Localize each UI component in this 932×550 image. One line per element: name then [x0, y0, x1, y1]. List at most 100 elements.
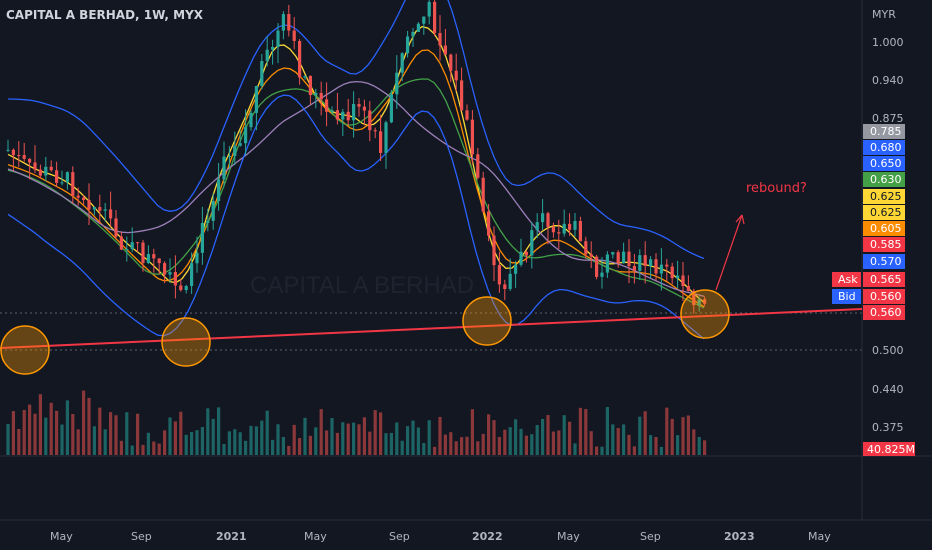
candle-body — [184, 286, 188, 291]
volume-bar — [584, 409, 588, 455]
ma-purple — [7, 80, 705, 297]
price-tag — [863, 124, 905, 139]
candle-body — [200, 223, 204, 253]
volume-bar — [481, 433, 485, 455]
candle-body — [654, 259, 658, 274]
candle-body — [314, 92, 318, 96]
candle-body — [573, 221, 577, 230]
volume-bar — [676, 435, 680, 455]
candle-body — [281, 14, 285, 31]
candle-body — [676, 275, 680, 279]
volume-bar — [49, 402, 53, 455]
candle-body — [60, 182, 64, 184]
volume-bar — [541, 418, 545, 455]
ma-yellow — [7, 25, 705, 303]
candle-body — [605, 254, 609, 273]
candle-body — [568, 223, 572, 230]
candle-body — [411, 31, 415, 37]
candle-body — [233, 145, 237, 157]
x-tick: 2022 — [472, 530, 503, 543]
volume-bar — [568, 421, 572, 455]
candle-body — [422, 16, 426, 24]
candle-body — [487, 211, 491, 236]
candle-body — [190, 263, 194, 287]
support-circle[interactable] — [0, 325, 50, 375]
candle-body — [28, 158, 32, 163]
volume-bar — [438, 416, 442, 455]
support-trendline[interactable] — [0, 308, 863, 349]
volume-bar — [643, 411, 647, 455]
candle-body — [44, 166, 48, 176]
candle-body — [82, 197, 86, 201]
candle-body — [98, 207, 102, 211]
candle-body — [308, 75, 312, 96]
bollinger-upper — [7, 0, 705, 260]
volume-bar — [303, 417, 307, 455]
candle-body — [125, 249, 129, 251]
candle-body — [362, 106, 366, 111]
volume-bar — [422, 443, 426, 455]
candle-body — [416, 23, 420, 32]
candle-body — [616, 252, 620, 264]
price-tag — [863, 205, 905, 220]
ma-orange — [7, 49, 705, 308]
candle-body — [465, 110, 469, 120]
support-circle[interactable] — [680, 289, 730, 339]
volume-bar — [190, 431, 194, 455]
price-tag — [863, 221, 905, 236]
rebound-arrow[interactable] — [715, 214, 743, 291]
candle-body — [335, 110, 339, 120]
candle-body — [481, 177, 485, 212]
volume-bar — [92, 426, 96, 455]
price-tag — [863, 140, 905, 155]
volume-bar — [654, 437, 658, 455]
volume-bar — [55, 410, 59, 455]
volume-bar — [449, 432, 453, 455]
volume-bar — [535, 425, 539, 455]
volume-bar — [211, 418, 215, 455]
candle-body — [71, 172, 75, 196]
volume-bar — [400, 440, 404, 455]
volume-bar — [6, 423, 10, 455]
watermark: CAPITAL A BERHAD — [250, 272, 474, 299]
support-circle[interactable] — [161, 317, 211, 367]
price-tag — [863, 305, 905, 320]
candle-body — [681, 275, 685, 287]
candle-body — [535, 222, 539, 231]
volume-bar — [476, 441, 480, 455]
volume-bar — [697, 436, 701, 455]
price-tag-value: 0.560 — [870, 306, 902, 319]
candle-body — [395, 72, 399, 95]
volume-bar — [530, 434, 534, 455]
candle-body — [443, 45, 447, 55]
price-tag-value: 0.680 — [870, 141, 902, 154]
volume-bar — [281, 436, 285, 455]
candle-body — [643, 255, 647, 267]
currency-label: MYR — [872, 8, 896, 21]
price-tag — [863, 254, 905, 269]
candle-body — [427, 1, 431, 17]
volume-bar — [454, 441, 458, 455]
price-tag-value: 0.560 — [870, 290, 902, 303]
volume-bar — [227, 431, 231, 455]
price-tag-value: 0.625 — [870, 190, 902, 203]
candle-body — [665, 264, 669, 267]
volume-bar — [379, 412, 383, 455]
price-tag — [863, 289, 905, 304]
volume-bar — [335, 432, 339, 455]
candle-body — [238, 143, 242, 146]
candle-body — [103, 209, 107, 211]
candle-body — [638, 255, 642, 271]
candle-body — [76, 195, 80, 198]
x-tick: Sep — [640, 530, 661, 543]
volume-bar — [17, 428, 21, 455]
candle-body — [55, 170, 59, 183]
volume-bar — [460, 437, 464, 455]
candle-body — [703, 299, 707, 304]
candle-body — [206, 220, 210, 224]
support-circle[interactable] — [462, 296, 512, 346]
volume-bar — [341, 422, 345, 455]
volume-bar — [244, 440, 248, 455]
candle-body — [146, 254, 150, 263]
